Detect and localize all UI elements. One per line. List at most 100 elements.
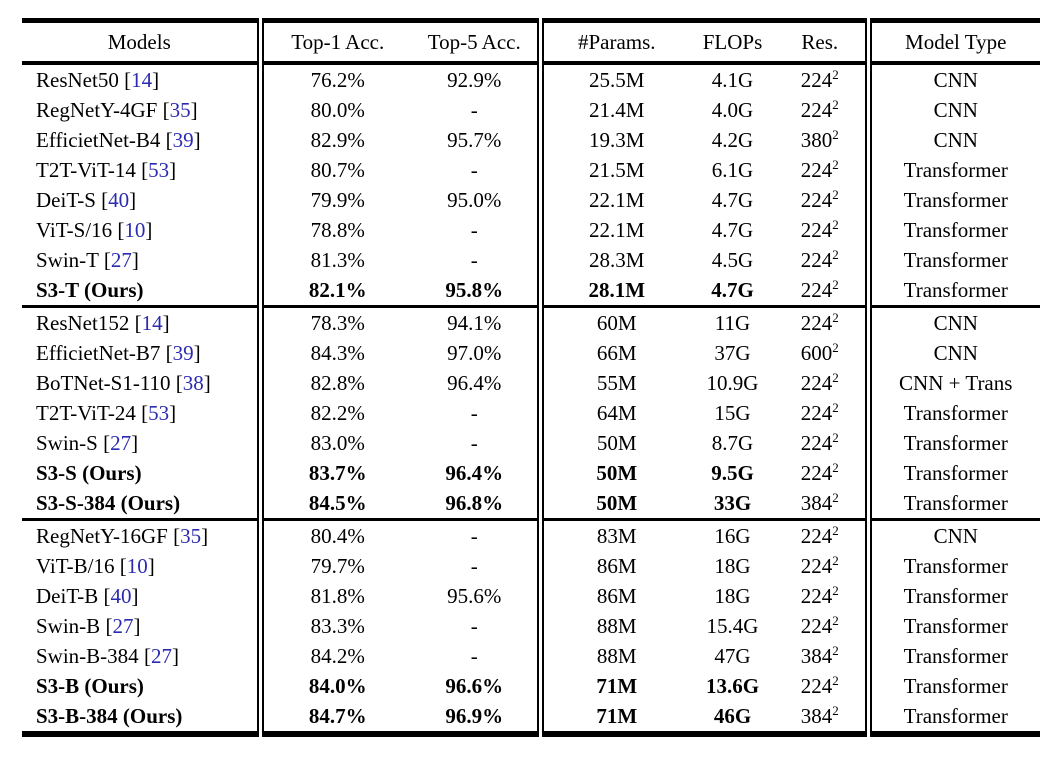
model-name: T2T-ViT-14 bbox=[36, 157, 136, 182]
model-name: DeiT-S bbox=[36, 187, 96, 212]
table-row: S3-T (Ours) 82.1% 95.8% 28.1M 4.7G 2242 Transf… bbox=[22, 275, 1040, 307]
citation-bracket-open: [ bbox=[141, 157, 149, 182]
citation-link[interactable]: 53 bbox=[148, 400, 170, 425]
citation-link[interactable]: 27 bbox=[110, 430, 132, 455]
resolution-cell: 2242 bbox=[775, 551, 868, 581]
model-cell: BoTNet-S1-110 [38] bbox=[22, 368, 260, 398]
citation-bracket-close: ] bbox=[147, 553, 155, 578]
table-row: EfficietNet-B4 [39] 82.9% 95.7% 19.3M 4.2G 38… bbox=[22, 125, 1040, 155]
resolution-exponent: 2 bbox=[832, 96, 839, 112]
citation-bracket-open: [ bbox=[124, 67, 132, 92]
resolution-base: 384 bbox=[800, 703, 833, 728]
top1-accuracy-cell: 83.7% bbox=[256, 458, 412, 488]
params-cell: 28.3M bbox=[536, 245, 690, 275]
citation-link[interactable]: 39 bbox=[172, 340, 194, 365]
citation-link[interactable]: 35 bbox=[180, 523, 202, 548]
flops-cell: 8.7G bbox=[711, 430, 754, 455]
model-name: RegNetY-16GF bbox=[36, 523, 168, 548]
model-cell: Swin-T [27] bbox=[22, 245, 260, 275]
citation-bracket-close: ] bbox=[162, 310, 170, 335]
model-cell: Swin-B-384 [27] bbox=[22, 641, 260, 671]
model-cell: S3-B (Ours) bbox=[22, 671, 260, 701]
resolution-base: 224 bbox=[800, 370, 833, 395]
table-row: DeiT-B [40] 81.8% 95.6% 86M 18G 2242 Transform… bbox=[22, 581, 1040, 611]
top1-accuracy-cell: 81.8% bbox=[256, 581, 412, 611]
resolution-cell: 2242 bbox=[775, 63, 868, 95]
model-type-cell: CNN bbox=[864, 95, 1040, 125]
resolution-base: 600 bbox=[800, 340, 833, 365]
resolution-base: 224 bbox=[800, 523, 833, 548]
model-type-cell: Transformer bbox=[864, 701, 1040, 734]
top1-accuracy-cell: 80.7% bbox=[256, 155, 412, 185]
citation-link[interactable]: 14 bbox=[141, 310, 163, 335]
table-row: T2T-ViT-24 [53] 82.2% -64M 15G 2242 Transform… bbox=[22, 398, 1040, 428]
top5-accuracy-cell: - bbox=[412, 518, 540, 551]
model-name: Swin-S bbox=[36, 430, 98, 455]
top5-accuracy-cell: 96.4% bbox=[447, 370, 502, 395]
model-name: S3-S-384 (Ours) bbox=[36, 490, 181, 515]
model-type-cell: CNN bbox=[864, 63, 1040, 95]
model-cell: S3-B-384 (Ours) bbox=[22, 701, 260, 734]
citation-link[interactable]: 53 bbox=[148, 157, 170, 182]
flops-cell: 47G bbox=[714, 643, 751, 668]
top1-accuracy-cell: 79.7% bbox=[256, 551, 412, 581]
model-cell: RegNetY-16GF [35] bbox=[22, 518, 260, 551]
resolution-base: 224 bbox=[800, 217, 833, 242]
top1-accuracy-cell: 78.8% bbox=[256, 215, 412, 245]
model-type-cell: Transformer bbox=[864, 671, 1040, 701]
citation-link[interactable]: 39 bbox=[172, 127, 194, 152]
citation-link[interactable]: 38 bbox=[182, 370, 204, 395]
citation-link[interactable]: 27 bbox=[112, 613, 134, 638]
top5-accuracy-cell: 94.1% bbox=[412, 305, 540, 338]
resolution-cell: 2242 bbox=[775, 245, 868, 275]
citation-link[interactable]: 40 bbox=[110, 583, 132, 608]
resolution-exponent: 2 bbox=[832, 582, 839, 598]
resolution-cell: 2242 bbox=[775, 185, 868, 215]
top1-accuracy-cell: 84.5% bbox=[256, 488, 412, 520]
citation-link[interactable]: 10 bbox=[124, 217, 146, 242]
table-row: Swin-B [27] 83.3% -88M 15.4G 2242 Transformer bbox=[22, 611, 1040, 641]
flops-cell: 46G bbox=[713, 703, 752, 728]
top1-accuracy-cell: 82.9% bbox=[256, 125, 412, 155]
top5-accuracy-cell: 96.8% bbox=[445, 490, 504, 515]
resolution-base: 224 bbox=[800, 613, 833, 638]
resolution-exponent: 2 bbox=[832, 309, 839, 325]
citation-link[interactable]: 14 bbox=[131, 67, 153, 92]
citation-link[interactable]: 10 bbox=[126, 553, 148, 578]
model-cell: S3-T (Ours) bbox=[22, 275, 260, 307]
top1-accuracy-cell: 84.3% bbox=[256, 338, 412, 368]
params-cell: 21.5M bbox=[536, 155, 690, 185]
top5-accuracy-cell: 96.9% bbox=[445, 703, 504, 728]
resolution-cell: 3802 bbox=[775, 125, 868, 155]
resolution-cell: 2242 bbox=[775, 305, 868, 338]
flops-cell: 16G bbox=[690, 518, 775, 551]
resolution-cell: 2242 bbox=[775, 581, 868, 611]
top5-accuracy-cell: 95.8% bbox=[445, 277, 504, 302]
model-type-cell: Transformer bbox=[864, 641, 1040, 671]
model-name: Swin-B bbox=[36, 613, 101, 638]
model-name: S3-B (Ours) bbox=[36, 673, 144, 698]
citation-link[interactable]: 27 bbox=[110, 247, 132, 272]
table-row: ResNet152 [14] 78.3% 94.1% 60M 11G 2242 CNN bbox=[22, 305, 1040, 338]
citation-bracket-open: [ bbox=[134, 310, 142, 335]
top5-accuracy-cell: 96.4% bbox=[445, 460, 504, 485]
table-row: BoTNet-S1-110 [38] 82.8% 96.4% 55M 10.9G 2242… bbox=[22, 368, 1040, 398]
top5-accuracy-cell: - bbox=[470, 217, 478, 242]
params-cell: 64M bbox=[536, 398, 690, 428]
citation-link[interactable]: 40 bbox=[108, 187, 130, 212]
column-header-top5-acc: Top-5 Acc. bbox=[412, 20, 540, 65]
resolution-cell: 3842 bbox=[775, 641, 868, 671]
params-cell: 86M bbox=[536, 581, 690, 611]
citation-bracket-open: [ bbox=[165, 340, 173, 365]
flops-cell: 18G bbox=[714, 553, 751, 578]
model-cell: RegNetY-4GF [35] bbox=[22, 95, 260, 125]
resolution-base: 224 bbox=[800, 310, 833, 335]
citation-link[interactable]: 27 bbox=[150, 643, 172, 668]
params-cell: 22.1M bbox=[536, 185, 690, 215]
citation-bracket-open: [ bbox=[119, 553, 127, 578]
citation-link[interactable]: 35 bbox=[169, 97, 191, 122]
column-header-model-type: Model Type bbox=[864, 20, 1040, 65]
resolution-cell: 2242 bbox=[775, 518, 868, 551]
resolution-exponent: 2 bbox=[832, 126, 839, 142]
resolution-exponent: 2 bbox=[832, 702, 839, 718]
